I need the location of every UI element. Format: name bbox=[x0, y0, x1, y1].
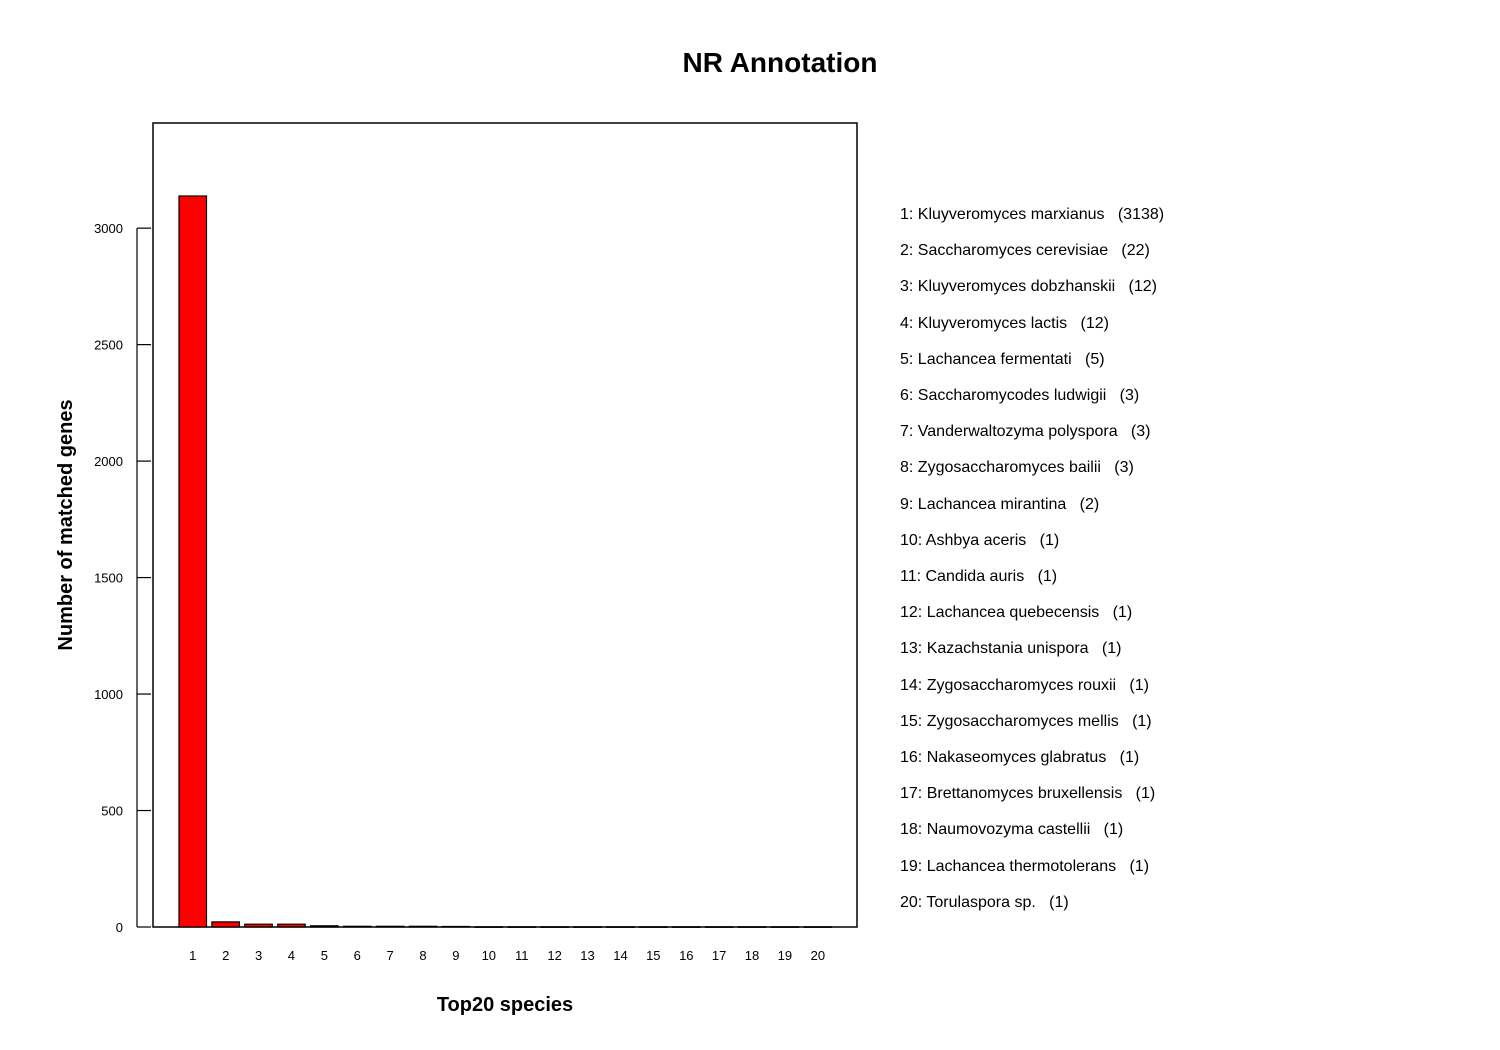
bar-5 bbox=[310, 925, 339, 928]
y-axis: 0 500 1000 1500 2000 2500 3000 bbox=[94, 221, 151, 935]
x-tick-label-15: 15 bbox=[646, 948, 660, 963]
y-tick-label: 500 bbox=[101, 804, 123, 819]
x-tick-label-17: 17 bbox=[712, 948, 726, 963]
x-tick-label-20: 20 bbox=[811, 948, 825, 963]
bars bbox=[178, 195, 833, 928]
legend-entry-1: 1: Kluyveromyces marxianus (3138) bbox=[900, 206, 1165, 223]
bar-19 bbox=[770, 926, 800, 928]
legend-entry-14: 14: Zygosaccharomyces rouxii (1) bbox=[900, 676, 1149, 694]
legend-entry-6: 6: Saccharomycodes ludwigii (3) bbox=[900, 387, 1140, 404]
bar-12 bbox=[540, 926, 570, 928]
plot-frame bbox=[152, 122, 858, 928]
x-tick-label-14: 14 bbox=[613, 948, 627, 963]
bar-1 bbox=[178, 195, 208, 928]
legend-entry-10: 10: Ashbya aceris (1) bbox=[900, 531, 1060, 549]
bar-3 bbox=[244, 923, 273, 928]
x-tick-label-13: 13 bbox=[580, 948, 594, 963]
bar-14 bbox=[606, 926, 635, 928]
x-tick-label-19: 19 bbox=[778, 948, 792, 963]
legend-entry-16: 16: Nakaseomyces glabratus (1) bbox=[900, 749, 1140, 766]
legend-entry-15: 15: Zygosaccharomyces mellis (1) bbox=[900, 712, 1152, 730]
bar-16 bbox=[671, 926, 701, 928]
y-tick-label: 1500 bbox=[94, 571, 123, 586]
legend-entry-9: 9: Lachancea mirantina (2) bbox=[900, 495, 1100, 513]
legend-entry-17: 17: Brettanomyces bruxellensis (1) bbox=[900, 785, 1156, 803]
legend-entry-5: 5: Lachancea fermentati (5) bbox=[900, 350, 1105, 368]
legend-entry-7: 7: Vanderwaltozyma polyspora (3) bbox=[900, 423, 1151, 441]
legend-entry-12: 12: Lachancea quebecensis (1) bbox=[900, 604, 1133, 622]
x-tick-label-7: 7 bbox=[386, 948, 393, 963]
legend-entry-13: 13: Kazachstania unispora (1) bbox=[900, 640, 1122, 658]
legend-entry-20: 20: Torulaspora sp. (1) bbox=[900, 893, 1069, 911]
x-tick-label-5: 5 bbox=[321, 948, 328, 963]
y-tick-label: 0 bbox=[116, 920, 123, 935]
x-axis-label: Top20 species bbox=[437, 994, 573, 1016]
bar-8 bbox=[408, 925, 438, 928]
x-tick-label-3: 3 bbox=[255, 948, 262, 963]
y-tick-label: 2000 bbox=[94, 454, 123, 469]
bar-13 bbox=[573, 926, 602, 928]
legend-entry-4: 4: Kluyveromyces lactis (12) bbox=[900, 314, 1109, 332]
x-tick-labels: 1 2 3 4 5 6 7 8 9 10 11 12 13 14 15 16 17 18 19 20 bbox=[189, 948, 825, 963]
chart-title: NR Annotation bbox=[683, 47, 878, 78]
legend-entry-8: 8: Zygosaccharomyces bailii (3) bbox=[900, 459, 1134, 477]
bar-17 bbox=[704, 926, 734, 928]
x-tick-label-18: 18 bbox=[745, 948, 759, 963]
x-tick-label-16: 16 bbox=[679, 948, 693, 963]
x-tick-label-12: 12 bbox=[547, 948, 561, 963]
x-tick-label-2: 2 bbox=[222, 948, 229, 963]
legend-entry-2: 2: Saccharomyces cerevisiae (22) bbox=[900, 242, 1150, 260]
y-axis-label: Number of matched genes bbox=[55, 399, 77, 650]
bar-15 bbox=[638, 926, 668, 928]
bar-10 bbox=[474, 926, 504, 928]
x-tick-label-6: 6 bbox=[354, 948, 361, 963]
y-tick-label: 3000 bbox=[94, 221, 123, 236]
x-tick-label-4: 4 bbox=[288, 948, 295, 963]
bar-7 bbox=[375, 925, 405, 928]
bar-11 bbox=[507, 926, 537, 928]
bar-18 bbox=[737, 926, 767, 928]
x-tick-label-9: 9 bbox=[452, 948, 459, 963]
bar-2 bbox=[211, 921, 240, 928]
bar-20 bbox=[803, 926, 833, 928]
bar-6 bbox=[342, 925, 372, 928]
legend-entry-3: 3: Kluyveromyces dobzhanskii (12) bbox=[900, 278, 1157, 296]
legend-entry-11: 11: Candida auris (1) bbox=[900, 568, 1058, 585]
y-tick-label: 2500 bbox=[94, 338, 123, 353]
x-tick-label-10: 10 bbox=[482, 948, 496, 963]
bar-9 bbox=[441, 925, 471, 928]
x-tick-label-8: 8 bbox=[419, 948, 426, 963]
legend-entry-18: 18: Naumovozyma castellii (1) bbox=[900, 821, 1124, 839]
y-tick-label: 1000 bbox=[94, 687, 123, 702]
x-tick-label-11: 11 bbox=[515, 948, 529, 963]
x-tick-label-1: 1 bbox=[189, 948, 196, 963]
legend-entry-19: 19: Lachancea thermotolerans (1) bbox=[900, 857, 1150, 875]
bar-4 bbox=[277, 923, 306, 928]
